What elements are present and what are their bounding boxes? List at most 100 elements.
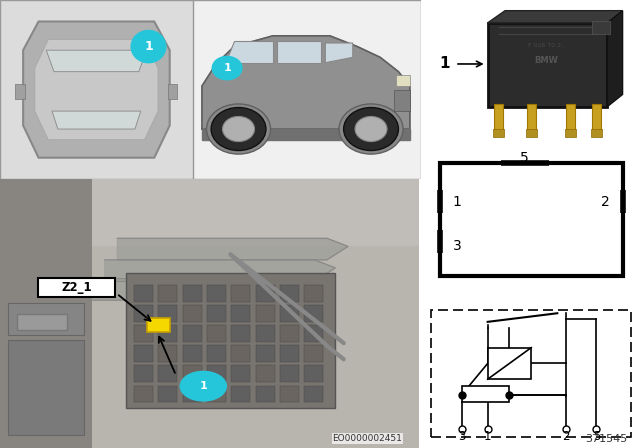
Bar <box>305 345 323 362</box>
Bar <box>591 129 602 137</box>
Bar <box>147 319 170 332</box>
Text: 1: 1 <box>200 381 207 391</box>
Bar <box>280 366 299 382</box>
Polygon shape <box>46 50 147 72</box>
Bar <box>159 325 177 342</box>
Bar <box>256 366 275 382</box>
Bar <box>431 310 631 436</box>
Circle shape <box>223 116 255 142</box>
Bar <box>232 325 250 342</box>
Circle shape <box>131 30 166 63</box>
Polygon shape <box>35 39 158 140</box>
Text: 3: 3 <box>458 430 465 443</box>
Bar <box>183 345 202 362</box>
Bar <box>159 285 177 302</box>
Bar <box>183 366 202 382</box>
Bar <box>493 129 504 137</box>
Bar <box>134 325 153 342</box>
Bar <box>168 84 177 99</box>
Text: 3: 3 <box>453 239 461 254</box>
Text: 1: 1 <box>144 40 153 53</box>
Circle shape <box>207 104 271 154</box>
Text: 1: 1 <box>223 63 231 73</box>
Polygon shape <box>325 43 353 63</box>
Bar <box>125 273 335 408</box>
Text: 1: 1 <box>484 430 492 443</box>
Bar <box>256 285 275 302</box>
Bar <box>183 305 202 322</box>
Text: 1: 1 <box>452 195 461 209</box>
Bar <box>232 386 250 402</box>
Circle shape <box>180 371 227 401</box>
Bar <box>280 345 299 362</box>
Polygon shape <box>225 41 273 63</box>
Bar <box>207 345 226 362</box>
Bar <box>159 366 177 382</box>
Bar <box>280 325 299 342</box>
Bar <box>134 285 153 302</box>
Bar <box>394 90 410 111</box>
Bar <box>256 305 275 322</box>
Bar <box>305 325 323 342</box>
Bar <box>92 179 419 246</box>
Text: 5: 5 <box>520 151 529 165</box>
Text: EO0000002451: EO0000002451 <box>333 434 403 443</box>
Bar <box>305 366 323 382</box>
Bar <box>256 386 275 402</box>
Circle shape <box>344 108 399 151</box>
Bar <box>592 103 601 134</box>
Bar <box>440 163 623 276</box>
Bar <box>488 23 607 107</box>
Bar <box>526 129 536 137</box>
Bar <box>134 345 153 362</box>
Polygon shape <box>277 41 321 63</box>
Bar <box>38 278 115 297</box>
Bar <box>15 84 25 99</box>
Bar <box>159 345 177 362</box>
Bar <box>207 325 226 342</box>
Text: 371545: 371545 <box>585 434 627 444</box>
Bar <box>565 129 576 137</box>
Bar <box>207 366 226 382</box>
Bar <box>232 305 250 322</box>
Bar <box>488 348 531 379</box>
Bar <box>396 75 410 86</box>
Text: 1: 1 <box>439 56 449 72</box>
Bar <box>256 325 275 342</box>
Text: 2: 2 <box>563 430 570 443</box>
Bar <box>280 305 299 322</box>
Polygon shape <box>105 260 335 281</box>
Bar <box>183 325 202 342</box>
Bar <box>280 386 299 402</box>
Bar <box>207 285 226 302</box>
Bar <box>183 386 202 402</box>
Bar <box>207 305 226 322</box>
Circle shape <box>211 108 266 151</box>
Bar <box>566 103 575 134</box>
Polygon shape <box>488 11 623 23</box>
Bar <box>0 179 92 448</box>
Bar <box>207 386 226 402</box>
Bar <box>134 386 153 402</box>
Text: 5: 5 <box>593 430 600 443</box>
Bar <box>461 386 509 402</box>
Bar <box>8 340 84 435</box>
Bar <box>494 103 503 134</box>
Bar <box>232 285 250 302</box>
Bar <box>592 22 609 34</box>
Polygon shape <box>92 279 323 300</box>
Bar <box>134 366 153 382</box>
Polygon shape <box>52 111 141 129</box>
Polygon shape <box>117 238 348 260</box>
Bar <box>159 386 177 402</box>
Bar <box>134 305 153 322</box>
Bar <box>92 179 419 448</box>
Circle shape <box>212 56 242 80</box>
Bar <box>305 305 323 322</box>
Bar <box>280 285 299 302</box>
Text: 2: 2 <box>601 195 609 209</box>
Bar <box>527 103 536 134</box>
Polygon shape <box>202 36 410 129</box>
Text: Z2_1: Z2_1 <box>61 281 92 294</box>
Bar <box>8 303 84 335</box>
